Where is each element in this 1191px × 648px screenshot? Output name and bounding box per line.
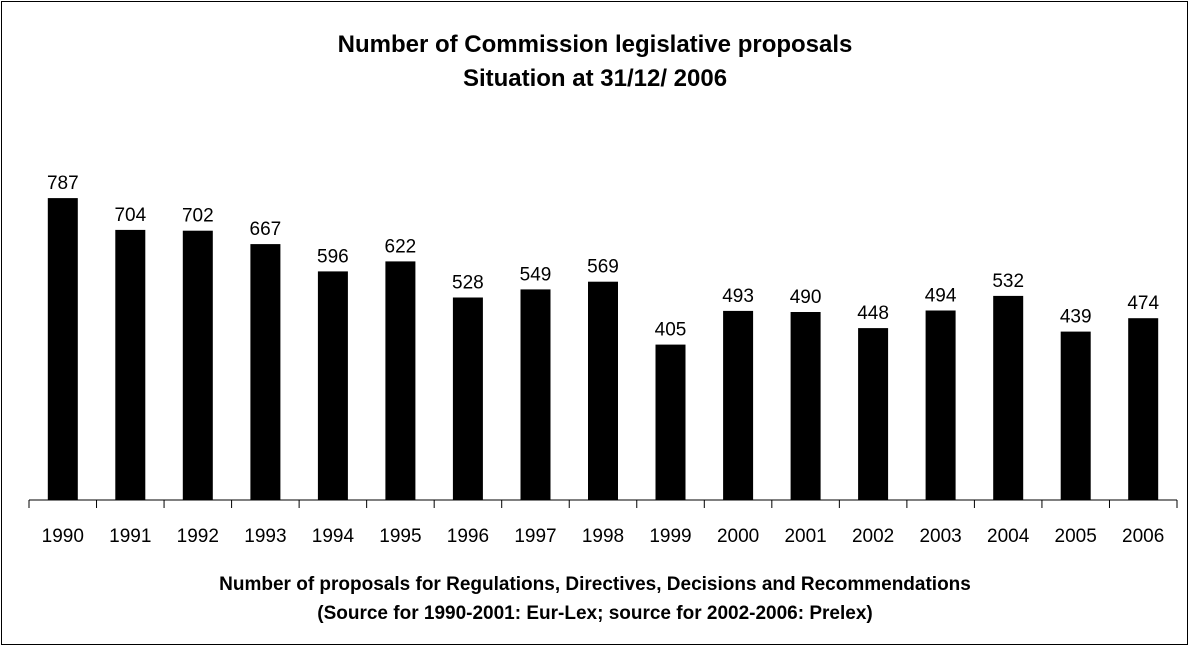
bar-1998 bbox=[588, 281, 618, 500]
x-axis-source-note: (Source for 1990-2001: Eur-Lex; source f… bbox=[317, 603, 872, 624]
bar-1999 bbox=[655, 344, 686, 500]
data-label-1992: 702 bbox=[182, 206, 214, 227]
x-axis-label: Number of proposals for Regulations, Dir… bbox=[219, 574, 971, 595]
x-tick-label-2001: 2001 bbox=[784, 526, 826, 547]
x-tick-label-1993: 1993 bbox=[244, 526, 286, 547]
bar-2006 bbox=[1128, 318, 1159, 500]
x-tick-label-2003: 2003 bbox=[919, 526, 961, 547]
data-labels-group: 787 704 702 667 596 622 528 549 569 405 493 490 448 4… bbox=[47, 173, 1160, 341]
bar-1991 bbox=[115, 229, 146, 500]
bar-2002 bbox=[858, 328, 889, 500]
x-tick-label-1996: 1996 bbox=[447, 526, 489, 547]
data-label-1996: 528 bbox=[452, 273, 484, 294]
data-label-2006: 474 bbox=[1127, 293, 1159, 314]
x-tick-label-1990: 1990 bbox=[42, 526, 84, 547]
bar-1992 bbox=[182, 230, 213, 500]
data-label-2002: 448 bbox=[857, 303, 889, 324]
x-tick-label-1997: 1997 bbox=[514, 526, 556, 547]
bar-1995 bbox=[385, 261, 416, 500]
x-tick-label-1994: 1994 bbox=[312, 526, 355, 547]
bar-1994 bbox=[317, 271, 348, 500]
x-tick-label-1999: 1999 bbox=[649, 526, 691, 547]
data-label-2003: 494 bbox=[925, 286, 957, 307]
data-label-1998: 569 bbox=[587, 257, 619, 278]
bar-2001 bbox=[790, 312, 821, 500]
data-label-1994: 596 bbox=[317, 246, 349, 267]
data-label-2000: 493 bbox=[722, 286, 754, 307]
chart-subtitle: Situation at 31/12/ 2006 bbox=[463, 65, 727, 92]
data-label-1991: 704 bbox=[114, 205, 146, 226]
bars-group bbox=[47, 198, 1159, 500]
bar-1997 bbox=[520, 289, 551, 500]
data-label-2005: 439 bbox=[1060, 307, 1092, 328]
bar-2003 bbox=[925, 310, 956, 500]
x-tick-label-1998: 1998 bbox=[582, 526, 624, 547]
x-tick-label-2006: 2006 bbox=[1122, 526, 1164, 547]
bar-2000 bbox=[723, 310, 754, 500]
x-axis: 1990 1991 1992 1993 1994 1995 1996 1997 1998 1999… bbox=[28, 499, 1178, 547]
bar-2005 bbox=[1060, 331, 1091, 500]
x-tick-label-1992: 1992 bbox=[177, 526, 219, 547]
chart-title: Number of Commission legislative proposa… bbox=[338, 31, 853, 58]
data-label-1995: 622 bbox=[385, 236, 417, 257]
bar-1993 bbox=[250, 244, 281, 500]
x-tick-label-2005: 2005 bbox=[1055, 526, 1097, 547]
bar-1990 bbox=[47, 198, 78, 500]
data-label-1993: 667 bbox=[250, 219, 282, 240]
data-label-2004: 532 bbox=[992, 271, 1024, 292]
x-tick-label-2000: 2000 bbox=[717, 526, 759, 547]
x-tick-label-1995: 1995 bbox=[379, 526, 421, 547]
bar-2004 bbox=[993, 295, 1024, 500]
x-tick-label-1991: 1991 bbox=[109, 526, 151, 547]
data-label-1997: 549 bbox=[520, 264, 552, 285]
data-label-1999: 405 bbox=[655, 320, 687, 341]
data-label-2001: 490 bbox=[790, 287, 822, 308]
x-tick-label-2002: 2002 bbox=[852, 526, 894, 547]
x-tick-label-2004: 2004 bbox=[987, 526, 1030, 547]
bar-1996 bbox=[452, 297, 483, 500]
data-label-1990: 787 bbox=[47, 173, 79, 194]
